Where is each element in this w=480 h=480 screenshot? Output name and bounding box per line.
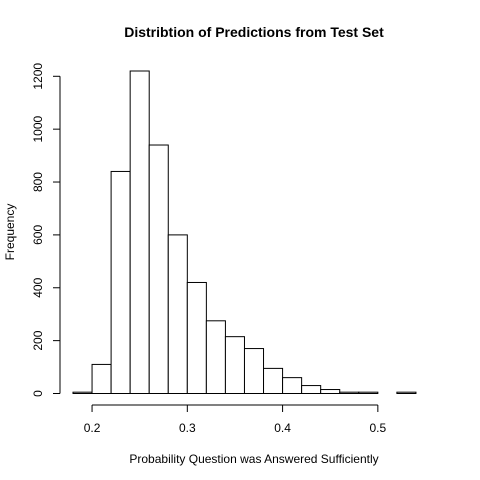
histogram-bar: [224, 336, 245, 394]
chart-title: Distribtion of Predictions from Test Set: [124, 24, 384, 40]
y-tick-label: 200: [31, 330, 45, 350]
histogram-bar: [282, 377, 303, 394]
histogram-bar: [396, 391, 417, 395]
x-tick-label: 0.3: [179, 421, 196, 435]
y-axis: 0 200 400 600 800 1000 1200: [31, 63, 61, 397]
y-tick-label: 1200: [31, 63, 45, 90]
y-tick-label: 400: [31, 277, 45, 297]
x-tick-label: 0.4: [274, 421, 291, 435]
y-axis-label: Frequency: [3, 204, 17, 261]
histogram-bar: [110, 170, 131, 394]
x-tick-label: 0.2: [84, 421, 101, 435]
histogram-bar: [320, 389, 341, 395]
histogram-bar: [339, 391, 360, 395]
histogram-bar: [72, 391, 93, 395]
histogram-bar: [205, 320, 226, 394]
x-tick-label: 0.5: [369, 421, 386, 435]
histogram-bar: [148, 144, 169, 394]
bars-group: [72, 70, 417, 395]
histogram-bar: [167, 234, 188, 394]
histogram-bar: [358, 391, 379, 395]
y-tick-label: 0: [31, 390, 45, 397]
y-tick-label: 600: [31, 225, 45, 245]
histogram-bar: [91, 363, 112, 394]
histogram-bar: [129, 70, 150, 394]
x-axis-label: Probability Question was Answered Suffic…: [129, 452, 378, 466]
histogram-bar: [186, 281, 207, 394]
y-tick-label: 1000: [31, 115, 45, 142]
x-axis: 0.2 0.3 0.4 0.5: [84, 404, 387, 435]
histogram-bar: [301, 385, 322, 394]
histogram-bar: [263, 367, 284, 395]
histogram-bar: [243, 348, 265, 394]
y-tick-label: 800: [31, 172, 45, 192]
